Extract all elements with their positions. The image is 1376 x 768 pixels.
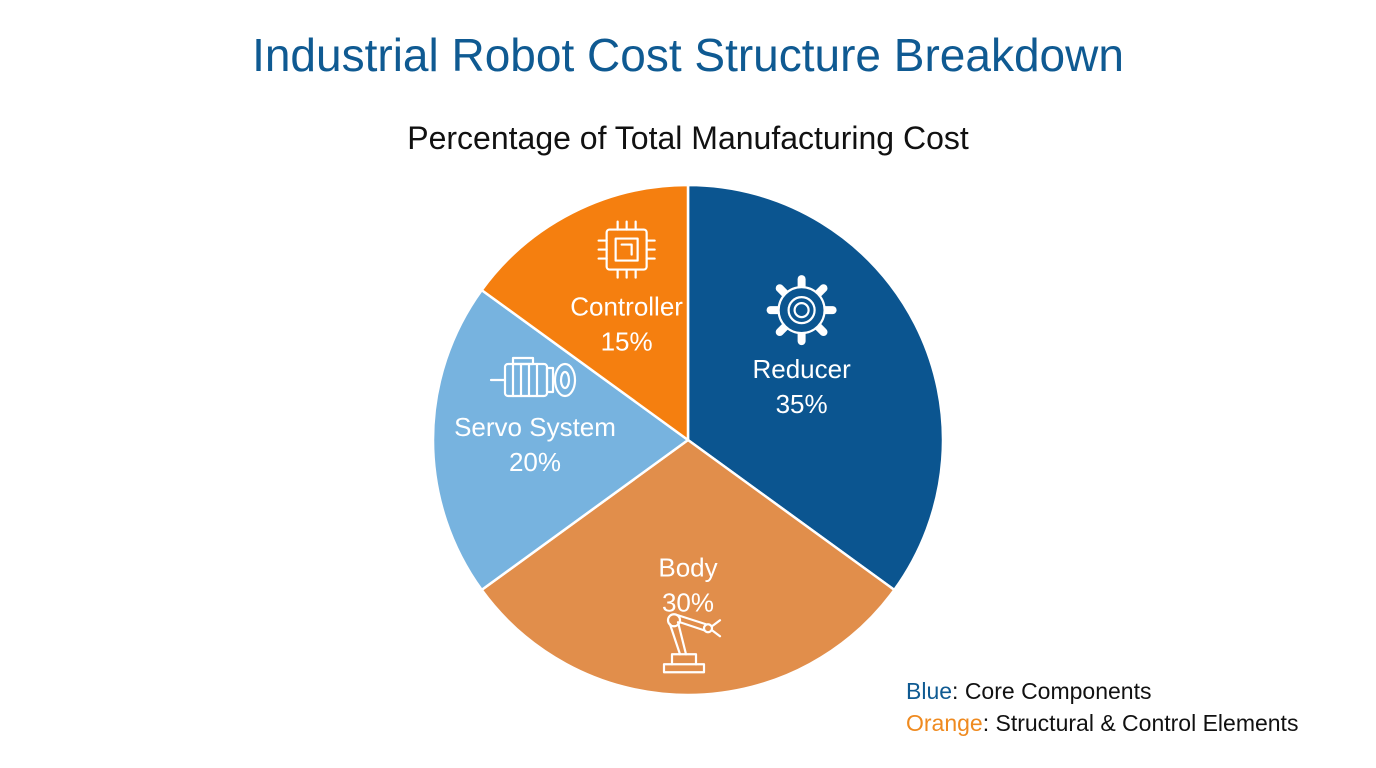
slice-value-body: 30%: [662, 587, 714, 617]
pie-slice-controller: [480, 183, 690, 442]
legend-text-core: : Core Components: [952, 678, 1152, 704]
chip-icon: [597, 220, 656, 279]
slice-icons: [489, 220, 837, 674]
legend-entry-structural: Orange: Structural & Control Elements: [906, 707, 1298, 739]
legend: Blue: Core Components Orange: Structural…: [906, 675, 1298, 739]
slice-value-servo-system: 20%: [509, 447, 561, 477]
pie-slice-reducer: [686, 183, 945, 592]
slice-label-body: Body: [658, 552, 717, 582]
legend-text-structural: : Structural & Control Elements: [982, 710, 1299, 736]
slice-value-controller: 15%: [601, 327, 653, 357]
slice-value-reducer: 35%: [776, 389, 828, 419]
slice-label-reducer: Reducer: [752, 354, 851, 384]
servo-motor-icon: [489, 356, 577, 398]
slice-label-servo-system: Servo System: [454, 412, 616, 442]
slice-labels: Reducer 35% Body 30% Servo System 20% Controll…: [454, 292, 851, 618]
legend-key-orange: Orange: [906, 710, 983, 736]
chart-subtitle: Percentage of Total Manufacturing Cost: [407, 120, 969, 156]
chart-title: Industrial Robot Cost Structure Breakdow…: [252, 29, 1124, 81]
gear-icon: [766, 275, 837, 346]
slice-label-controller: Controller: [570, 292, 683, 322]
legend-key-blue: Blue: [906, 678, 953, 704]
pie-slice-body: [480, 438, 896, 697]
legend-entry-core: Blue: Core Components: [906, 675, 1298, 707]
robot-arm-icon: [662, 613, 722, 674]
pie-slice-servo-system: [431, 288, 690, 592]
pie-slices: [431, 183, 945, 697]
